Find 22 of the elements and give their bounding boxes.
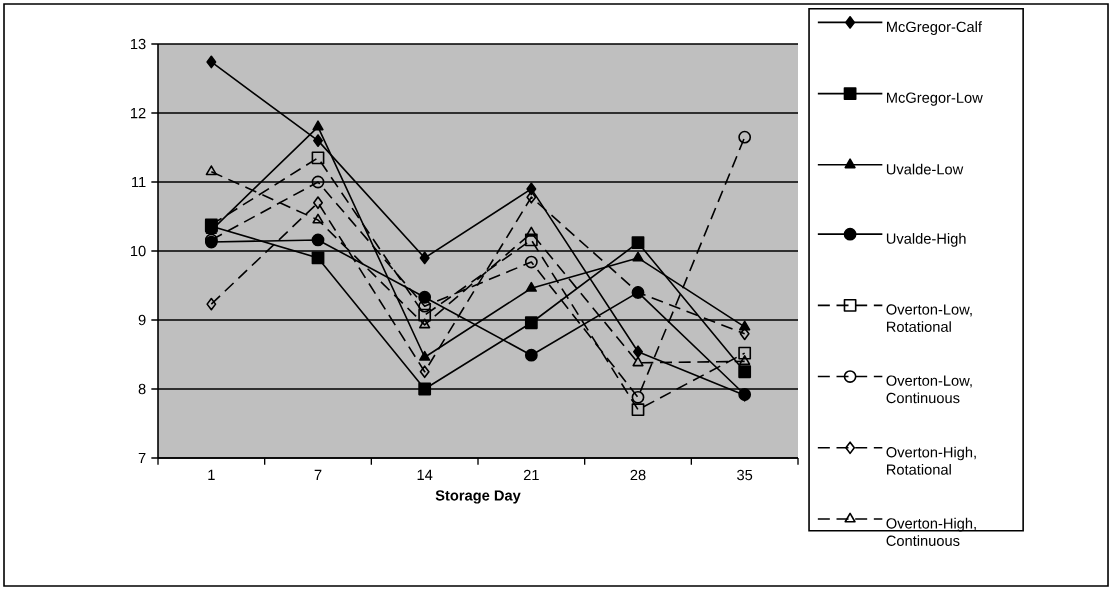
legend-label: McGregor-Low (887, 92, 983, 106)
x-tick-label: 14 (417, 469, 433, 480)
y-tick-label: 8 (138, 383, 146, 395)
legend-label: Uvalde-Low (886, 163, 964, 175)
legend-label: Overton-Low, Rotational (886, 304, 972, 332)
y-tick-label: 11 (132, 176, 146, 188)
x-tick-label: 1 (208, 469, 215, 480)
x-tick-label: 35 (737, 469, 753, 481)
y-tick-label: 7 (138, 452, 146, 464)
legend-label: Uvalde-High (886, 233, 966, 247)
x-axis-title: Storage Day (435, 490, 521, 504)
x-tick-label: 21 (523, 469, 539, 481)
x-tick-label: 28 (630, 469, 646, 481)
legend-label: Overton-High, Continuous (886, 517, 976, 546)
legend-label: Overton-Low, Continuous (886, 375, 972, 404)
legend-label: McGregor-Calf (887, 21, 982, 35)
y-tick-label: 10 (130, 245, 146, 257)
y-tick-label: 12 (130, 107, 146, 119)
y-tick-label: 9 (138, 314, 146, 326)
legend-label: Overton-High, Rotational (886, 446, 976, 475)
y-tick-label: 13 (130, 38, 146, 50)
x-tick-label: 7 (314, 469, 322, 480)
